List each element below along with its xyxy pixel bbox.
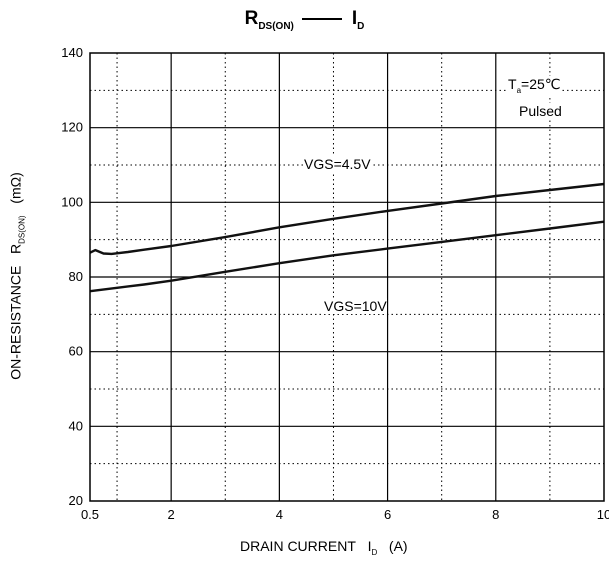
- x-tick-label: 2: [168, 507, 175, 522]
- x-tick-label: 10: [597, 507, 609, 522]
- y-tick-label: 40: [69, 418, 83, 433]
- temp-value: =25℃: [521, 76, 561, 92]
- y-axis-label-unit: (mΩ): [7, 172, 24, 204]
- x-tick-label: 8: [492, 507, 499, 522]
- title-symbol: R: [244, 8, 259, 29]
- plot-frame: [89, 52, 605, 502]
- title-dash: [301, 17, 342, 20]
- y-axis-label-sub: DS(ON): [17, 215, 27, 244]
- y-axis-label: ON-RESISTANCE RDS(ON) (mΩ): [8, 172, 27, 379]
- y-tick-label: 80: [69, 269, 83, 284]
- chart-title: RDS(ON) ID: [0, 8, 609, 32]
- pulsed-condition: Pulsed: [519, 103, 562, 119]
- x-axis-label-sub: D: [371, 547, 378, 557]
- series-line-1: [89, 220, 605, 293]
- temperature-condition: Ta=25℃: [508, 76, 561, 95]
- title-vs-sub: D: [357, 20, 365, 32]
- x-tick-label: 4: [276, 507, 283, 522]
- y-axis-label-symbol: R: [7, 243, 24, 254]
- x-axis-label-text: DRAIN CURRENT: [240, 538, 356, 554]
- temp-sub: a: [516, 85, 522, 95]
- x-tick-label: 0.5: [81, 507, 99, 522]
- x-axis-label-unit: (A): [388, 538, 408, 554]
- x-tick-labels: 0.5 2 4 6 8 10: [81, 507, 609, 522]
- x-axis-label: DRAIN CURRENT ID (A): [240, 538, 408, 557]
- plot-lines: [89, 182, 605, 293]
- y-tick-label: 140: [61, 45, 83, 60]
- y-tick-label: 60: [69, 344, 83, 359]
- y-tick-label: 20: [69, 493, 83, 508]
- y-axis-label-text: ON-RESISTANCE: [7, 265, 24, 380]
- title-vs-symbol: I: [351, 8, 358, 29]
- x-tick-label: 6: [384, 507, 391, 522]
- series-line-0: [89, 182, 605, 256]
- y-tick-label: 100: [61, 194, 83, 209]
- major-grid: [90, 53, 604, 501]
- title-symbol-sub: DS(ON): [258, 20, 294, 32]
- temp-symbol: T: [508, 76, 517, 92]
- y-tick-labels: 20 40 60 80 100 120 140: [61, 45, 83, 508]
- series-label-vgs-4-5v: VGS=4.5V: [304, 156, 371, 172]
- y-tick-label: 120: [61, 120, 83, 135]
- series-label-vgs-10v: VGS=10V: [324, 298, 387, 314]
- x-axis-label-symbol: I: [367, 538, 372, 554]
